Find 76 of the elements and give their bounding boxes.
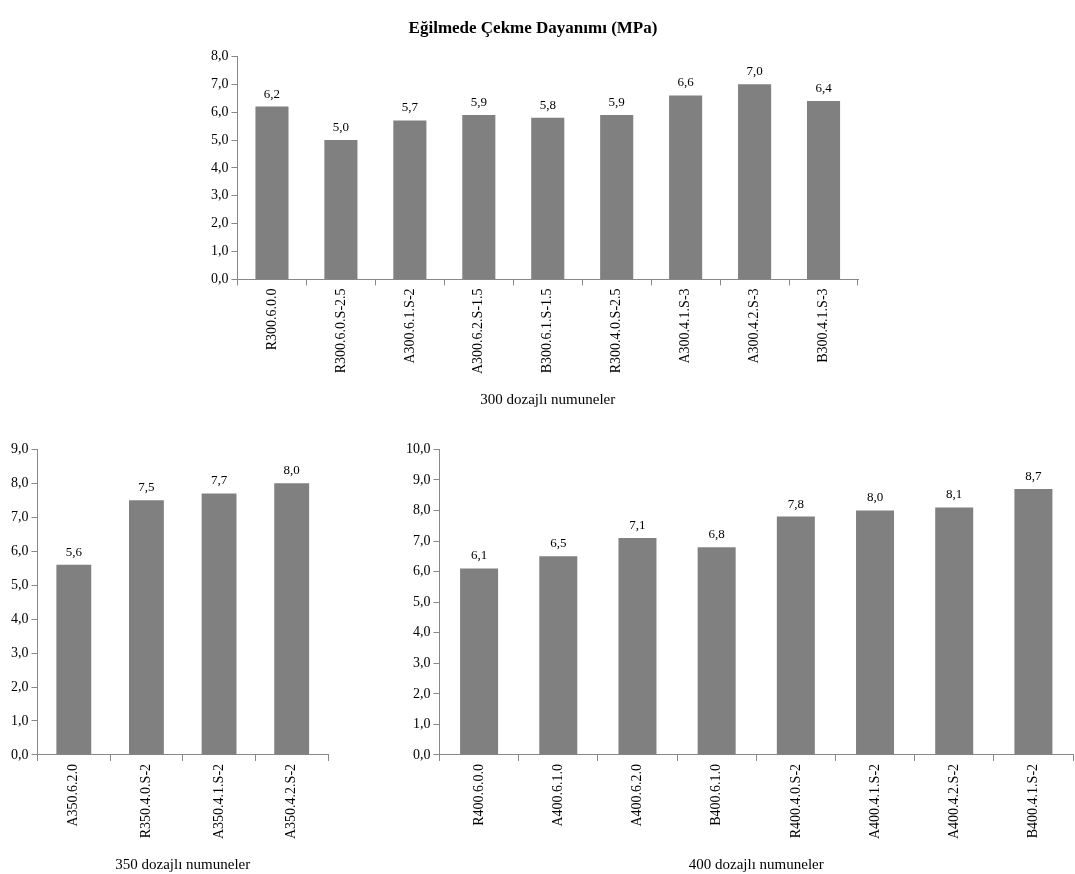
x-tick-label: A350.6.2.0 — [65, 763, 81, 827]
chart-title: Eğilmede Çekme Dayanımı (MPa) — [408, 17, 658, 37]
x-tick-label: R300.6.0.S-2.5 — [332, 288, 348, 374]
y-tick-label: 2,0 — [413, 685, 431, 701]
y-tick-label: 2,0 — [11, 678, 29, 694]
x-axis-title: 400 dozajlı numuneler — [688, 855, 824, 872]
x-axis-title: 300 dozajlı numuneler — [480, 390, 616, 407]
data-label: 7,0 — [746, 63, 763, 79]
y-tick-label: 5,0 — [11, 576, 29, 592]
data-label: 6,5 — [550, 535, 567, 551]
data-label: 5,9 — [470, 93, 487, 109]
data-label: 6,6 — [677, 74, 695, 90]
data-label: 8,1 — [946, 486, 963, 502]
data-label: 7,8 — [787, 495, 804, 511]
x-tick-label: B400.6.1.0 — [708, 763, 724, 826]
data-label: 6,2 — [263, 85, 281, 101]
y-tick-label: 5,0 — [211, 131, 229, 147]
y-tick-label: 0,0 — [211, 271, 229, 287]
data-label: 6,4 — [815, 79, 833, 95]
y-tick-label: 7,0 — [413, 532, 431, 548]
y-tick-label: 1,0 — [211, 243, 229, 259]
x-tick-label: A400.4.2.S-2 — [945, 763, 961, 839]
x-tick-label: A300.6.2.S-1.5 — [470, 288, 486, 374]
y-tick-label: 4,0 — [11, 610, 29, 626]
x-tick-label: R300.4.0.S-2.5 — [608, 288, 624, 374]
x-tick-label: R400.6.0.0 — [470, 763, 486, 826]
x-tick-label: R300.6.0.0 — [263, 288, 279, 351]
y-tick-label: 3,0 — [11, 644, 29, 660]
y-tick-label: 0,0 — [413, 746, 431, 762]
y-tick-label: 6,0 — [11, 542, 29, 558]
y-tick-label: 6,0 — [211, 103, 229, 119]
y-tick-label: 0,0 — [11, 746, 29, 762]
y-tick-label: 10,0 — [406, 441, 431, 457]
data-label: 8,0 — [866, 489, 884, 505]
y-tick-label: 4,0 — [413, 624, 431, 640]
data-label: 7,5 — [138, 479, 155, 495]
data-label: 5,7 — [401, 99, 419, 115]
x-tick-label: A400.4.1.S-2 — [866, 763, 882, 839]
x-tick-label: B400.4.1.S-2 — [1025, 763, 1041, 839]
data-label: 8,7 — [1025, 468, 1043, 484]
data-label: 7,7 — [210, 472, 228, 488]
x-tick-label: A400.6.1.0 — [549, 763, 565, 827]
y-tick-label: 7,0 — [211, 75, 229, 91]
y-tick-label: 4,0 — [211, 159, 229, 175]
data-label: 5,0 — [332, 118, 350, 134]
x-tick-label: A350.4.2.S-2 — [283, 763, 299, 839]
x-tick-label: B300.4.1.S-3 — [815, 288, 831, 363]
data-label: 5,9 — [608, 93, 625, 109]
data-label: 6,8 — [708, 526, 725, 542]
x-tick-label: A350.4.1.S-2 — [210, 763, 226, 839]
y-tick-label: 9,0 — [11, 441, 29, 457]
x-tick-label: A400.6.2.0 — [629, 763, 645, 827]
y-tick-label: 5,0 — [413, 593, 431, 609]
data-label: 5,8 — [539, 96, 556, 112]
y-tick-label: 8,0 — [211, 48, 229, 64]
data-label: 6,1 — [470, 547, 488, 563]
y-tick-label: 3,0 — [211, 187, 229, 203]
y-tick-label: 8,0 — [413, 502, 431, 518]
x-tick-label: A300.4.1.S-3 — [677, 288, 693, 364]
y-tick-label: 2,0 — [211, 215, 229, 231]
x-axis-title: 350 dozajlı numuneler — [115, 855, 251, 872]
data-label: 5,6 — [65, 543, 83, 559]
x-tick-label: B300.6.1.S-1.5 — [539, 288, 555, 374]
y-tick-label: 1,0 — [413, 716, 431, 732]
y-tick-label: 7,0 — [11, 508, 29, 524]
x-tick-label: A300.4.2.S-3 — [746, 288, 762, 364]
y-tick-label: 8,0 — [11, 475, 29, 491]
x-tick-label: R350.4.0.S-2 — [138, 763, 154, 839]
data-label: 8,0 — [283, 462, 300, 478]
y-tick-label: 1,0 — [11, 712, 29, 728]
x-tick-label: A300.6.1.S-2 — [401, 288, 417, 364]
data-label: 7,1 — [629, 516, 646, 532]
y-tick-label: 3,0 — [413, 654, 431, 670]
x-tick-label: R400.4.0.S-2 — [787, 763, 803, 839]
y-tick-label: 9,0 — [413, 471, 431, 487]
y-tick-label: 6,0 — [413, 563, 431, 579]
